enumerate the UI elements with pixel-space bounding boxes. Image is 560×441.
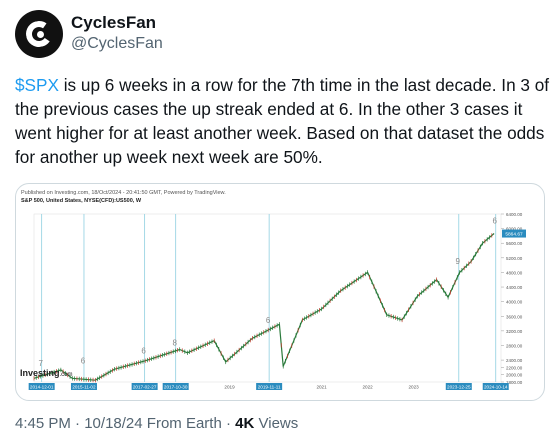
date-badge-label: 2019-11-11 bbox=[258, 384, 281, 389]
date-badge bbox=[482, 383, 509, 390]
investing-logo: Investing.com bbox=[20, 368, 73, 378]
streak-count-label: 6 bbox=[493, 217, 498, 226]
tweet-source: From Earth bbox=[146, 415, 222, 432]
tweet-time[interactable]: 4:45 PM bbox=[15, 415, 71, 432]
tweet-text: $SPX is up 6 weeks in a row for the 7th … bbox=[15, 73, 555, 169]
x-tick-label: 2023 bbox=[408, 384, 419, 389]
date-badge bbox=[131, 383, 158, 390]
date-badge bbox=[28, 383, 55, 390]
y-tick-label: 3600.00 bbox=[506, 314, 523, 319]
y-tick-label: 4800.00 bbox=[506, 270, 523, 275]
y-tick-label: 4000.00 bbox=[506, 300, 523, 305]
y-tick-label: 5600.00 bbox=[506, 241, 523, 246]
date-badge bbox=[162, 383, 189, 390]
y-tick-label: 2200.00 bbox=[506, 365, 523, 370]
y-tick-label: 2800.00 bbox=[506, 343, 523, 348]
date-badge-label: 2015-11-02 bbox=[72, 384, 96, 389]
y-tick-label: 4400.00 bbox=[506, 285, 523, 290]
chart-svg: 6400.00 6000.00 5600.00 5200.00 4800.00 4400.… bbox=[28, 212, 526, 390]
logo-text: Investing bbox=[20, 368, 60, 378]
streak-count-label: 6 bbox=[141, 346, 146, 355]
x-tick-label: 2022 bbox=[362, 384, 373, 389]
date-badge-label: 2017-02-27 bbox=[133, 384, 157, 389]
x-tick-label: 2019 bbox=[224, 384, 235, 389]
cashtag-link[interactable]: $SPX bbox=[15, 75, 59, 95]
tweet-meta: 4:45 PM · 10/18/24 From Earth · 4K Views bbox=[15, 415, 299, 432]
x-tick-label: 2021 bbox=[316, 384, 327, 389]
logo-suffix: .com bbox=[59, 372, 73, 378]
tweet-media-chart[interactable]: 6400.00 6000.00 5600.00 5200.00 4800.00 4400.… bbox=[15, 183, 545, 401]
y-tick-label: 5200.00 bbox=[506, 256, 523, 261]
chart-title: S&P 500, United States, NYSE(CFD):US500,… bbox=[21, 198, 142, 204]
date-badge bbox=[256, 383, 283, 390]
date-badge-label: 2023-12-25 bbox=[447, 384, 471, 389]
plot-area bbox=[33, 213, 502, 383]
tweet-date[interactable]: 10/18/24 bbox=[84, 415, 143, 432]
price-line bbox=[33, 233, 495, 381]
last-price-label: 5864.67 bbox=[505, 231, 523, 237]
avatar[interactable] bbox=[15, 10, 63, 58]
last-price-badge bbox=[502, 229, 526, 238]
views-label: Views bbox=[258, 415, 299, 432]
handle[interactable]: @CyclesFan bbox=[71, 35, 163, 52]
y-tick-label: 6000.00 bbox=[506, 227, 523, 232]
y-tick-label: 2000.00 bbox=[506, 373, 523, 378]
author-names: CyclesFan @CyclesFan bbox=[71, 13, 163, 55]
streak-count-label: 6 bbox=[81, 356, 86, 365]
streak-count-label: 7 bbox=[38, 359, 43, 368]
streak-count-label: 6 bbox=[266, 316, 271, 325]
date-badge-label: 2017-10-30 bbox=[164, 384, 188, 389]
tweet-body: is up 6 weeks in a row for the 7th time … bbox=[15, 75, 550, 167]
date-badge bbox=[445, 383, 472, 390]
y-tick-label: 3200.00 bbox=[506, 329, 523, 334]
tweet-header: CyclesFan @CyclesFan bbox=[15, 10, 545, 60]
y-tick-label: 1800.00 bbox=[506, 380, 523, 385]
date-badge-label: 2024-10-14 bbox=[484, 384, 508, 389]
streak-count-label: 9 bbox=[456, 257, 461, 266]
date-badge-label: 2014-12-01 bbox=[30, 384, 54, 389]
cycles-logo-dot bbox=[37, 31, 44, 38]
streak-count-label: 8 bbox=[172, 339, 177, 348]
views-count: 4K bbox=[235, 415, 255, 432]
date-badge bbox=[70, 383, 97, 390]
y-tick-label: 6400.00 bbox=[506, 212, 523, 217]
chart-published-line: Published on Investing.com, 18/Oct/2024 … bbox=[21, 190, 226, 196]
display-name[interactable]: CyclesFan bbox=[71, 13, 157, 32]
y-tick-label: 2400.00 bbox=[506, 358, 523, 363]
